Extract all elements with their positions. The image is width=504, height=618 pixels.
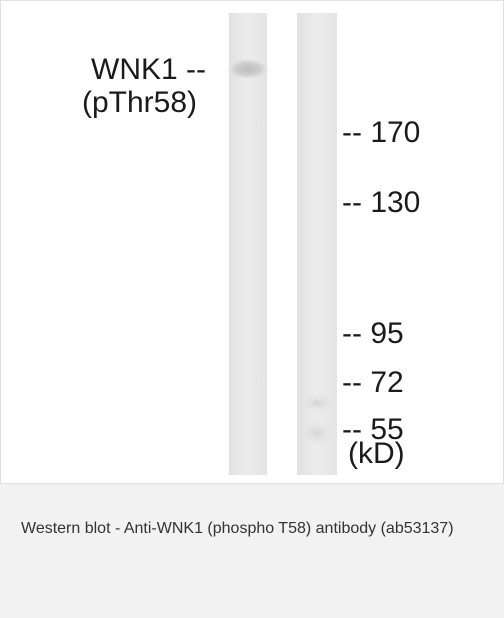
marker-130: -- 130 — [342, 186, 421, 219]
caption-box: Western blot - Anti-WNK1 (phospho T58) a… — [0, 484, 504, 618]
wnk1-band — [226, 58, 270, 80]
phospho-site-label: (pThr58) — [82, 86, 198, 119]
marker-55: -- 55 — [342, 413, 404, 446]
unit-label: (kD) — [348, 437, 405, 470]
marker-95: -- 95 — [342, 317, 404, 350]
lane-2-faint-band — [297, 393, 337, 413]
lane-1 — [229, 13, 267, 475]
marker-170: -- 170 — [342, 116, 421, 149]
western-blot-image — [226, 13, 337, 475]
protein-label: WNK1 -- — [91, 53, 206, 86]
figure-caption: Western blot - Anti-WNK1 (phospho T58) a… — [21, 520, 454, 537]
marker-72: -- 72 — [342, 366, 404, 399]
lane-2-low-smear — [299, 419, 335, 447]
western-blot-figure: WNK1 -- (pThr58) -- 170 -- 130 -- 95 -- … — [0, 0, 504, 484]
